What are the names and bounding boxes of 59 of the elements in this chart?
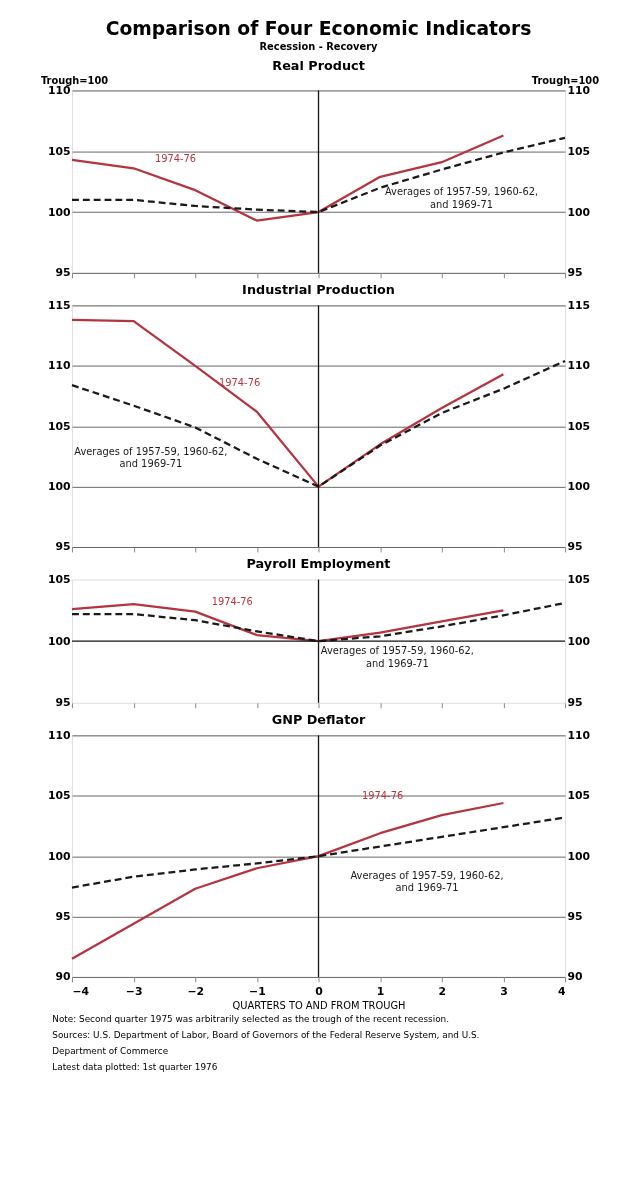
y2-tick-label: 90 — [567, 970, 584, 984]
y-tick-label: 105 — [47, 789, 71, 803]
y2-tick-label: 95 — [567, 266, 583, 280]
chart-title: Industrial Production — [242, 281, 395, 297]
y2-tick-label: 115 — [567, 298, 591, 312]
chart-title: Real Product — [272, 57, 365, 73]
x-tick-label: −1 — [249, 985, 266, 999]
chart-title: GNP Deflator — [271, 711, 367, 727]
y-tick-label: 115 — [47, 298, 71, 312]
y2-tick-label: 95 — [567, 696, 583, 710]
y2-tick-label: 100 — [567, 480, 591, 494]
y2-tick-label: 110 — [567, 359, 591, 373]
text: Comparison of Four Economic Indicators — [105, 18, 532, 40]
annotation: 1974-76 — [211, 595, 253, 607]
y2-tick-label: 100 — [567, 205, 591, 219]
y-tick-label: 105 — [47, 573, 71, 587]
y2-tick-label: 105 — [567, 573, 591, 587]
y2-tick-label: 100 — [567, 849, 591, 863]
y-tick-label: 95 — [55, 910, 71, 924]
y-tick-label: 100 — [47, 849, 71, 863]
y-tick-label: 105 — [47, 419, 71, 433]
y-tick-label: 95 — [55, 540, 71, 554]
y-tick-label: 100 — [47, 480, 71, 494]
y2-tick-label: 105 — [567, 789, 591, 803]
y-tick-label: 95 — [55, 266, 71, 280]
y-tick-label: 110 — [47, 728, 71, 742]
y-tick-label: 95 — [55, 696, 71, 710]
text: Recession - Recovery — [259, 41, 379, 53]
y-tick-label: 90 — [55, 970, 71, 984]
annotation: Averages of 1957-59, 1960-62, and 1969-71 — [74, 445, 228, 470]
y-tick-label: 100 — [47, 205, 71, 219]
annotation: 1974-76 — [154, 153, 197, 165]
x-tick-label: 1 — [376, 985, 385, 999]
y2-tick-label: 95 — [567, 540, 583, 554]
text: Latest data plotted: 1st quarter 1976 — [52, 1061, 218, 1072]
x-tick-label: −3 — [125, 985, 143, 999]
y-tick-label: 105 — [47, 144, 71, 158]
text: Note: Second quarter 1975 was arbitrarily selected as the trough of the recent recession. — [52, 1014, 449, 1025]
x-tick-label: 2 — [438, 985, 447, 999]
source-note: Sources: U.S. Department of Labor, Board of Governors of the Federal Reserve System, and U.S. Department of Commerce — [52, 1030, 480, 1056]
x-axis-title: QUARTERS TO AND FROM TROUGH — [232, 1000, 406, 1012]
y2-tick-label: 110 — [567, 728, 591, 742]
x-tick-label: 3 — [500, 985, 508, 999]
y-tick-label: 110 — [47, 359, 71, 373]
y2-tick-label: 100 — [567, 634, 591, 648]
y2-tick-label: 105 — [567, 419, 591, 433]
x-tick-label: −2 — [187, 985, 205, 999]
y-tick-label: 100 — [47, 634, 71, 648]
x-tick-label: −4 — [72, 985, 90, 999]
annotation: 1974-76 — [362, 789, 404, 801]
chart-title: Payroll Employment — [246, 555, 391, 571]
x-tick-label: 4 — [557, 985, 566, 999]
y2-tick-label: 95 — [567, 910, 583, 924]
y2-tick-label: 105 — [567, 144, 591, 158]
annotation: Averages of 1957-59, 1960-62, and 1969-71 — [350, 869, 504, 894]
annotation: Averages of 1957-59, 1960-62, and 1969-71 — [384, 186, 539, 210]
annotation: Averages of 1957-59, 1960-62, and 1969-71 — [320, 645, 474, 669]
x-tick-label: 0 — [315, 985, 324, 999]
annotation: 1974-76 — [219, 376, 261, 388]
